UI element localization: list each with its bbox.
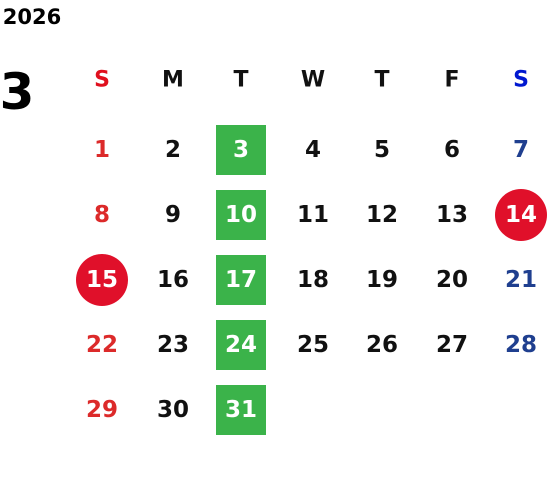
day: 3 [233, 137, 249, 163]
highlight-circle [495, 189, 547, 241]
day: 16 [157, 267, 189, 293]
day: 1 [94, 137, 110, 163]
weekday-label: F [444, 68, 459, 93]
weekday-label: M [162, 68, 184, 93]
day: 9 [165, 202, 181, 228]
day: 5 [374, 137, 390, 163]
day: 29 [86, 397, 118, 423]
highlight-square [216, 190, 266, 240]
day: 22 [86, 332, 118, 358]
day: 8 [94, 202, 110, 228]
day: 25 [297, 332, 329, 358]
day: 27 [436, 332, 468, 358]
day: 2 [165, 137, 181, 163]
day: 12 [366, 202, 398, 228]
day: 4 [305, 137, 321, 163]
day: 24 [225, 332, 257, 358]
highlight-square [216, 385, 266, 435]
day: 26 [366, 332, 398, 358]
weekday-label: S [513, 68, 529, 93]
year: 2026 [3, 5, 61, 29]
highlight-square [216, 320, 266, 370]
day: 18 [297, 267, 329, 293]
weekday-label: W [301, 68, 325, 93]
highlight-circle [76, 254, 128, 306]
day: 15 [86, 267, 118, 293]
day: 7 [513, 137, 529, 163]
day: 10 [225, 202, 257, 228]
day: 11 [297, 202, 329, 228]
day: 28 [505, 332, 537, 358]
day: 23 [157, 332, 189, 358]
weekday-label: T [233, 68, 248, 93]
day: 20 [436, 267, 468, 293]
month: 3 [0, 63, 34, 121]
highlight-square [216, 125, 266, 175]
day: 13 [436, 202, 468, 228]
weekday-label: S [94, 68, 110, 93]
day: 6 [444, 137, 460, 163]
weekday-label: T [374, 68, 389, 93]
day: 14 [505, 202, 537, 228]
day: 21 [505, 267, 537, 293]
day: 17 [225, 267, 257, 293]
day: 30 [157, 397, 189, 423]
highlight-square [216, 255, 266, 305]
day: 31 [225, 397, 257, 423]
day: 19 [366, 267, 398, 293]
